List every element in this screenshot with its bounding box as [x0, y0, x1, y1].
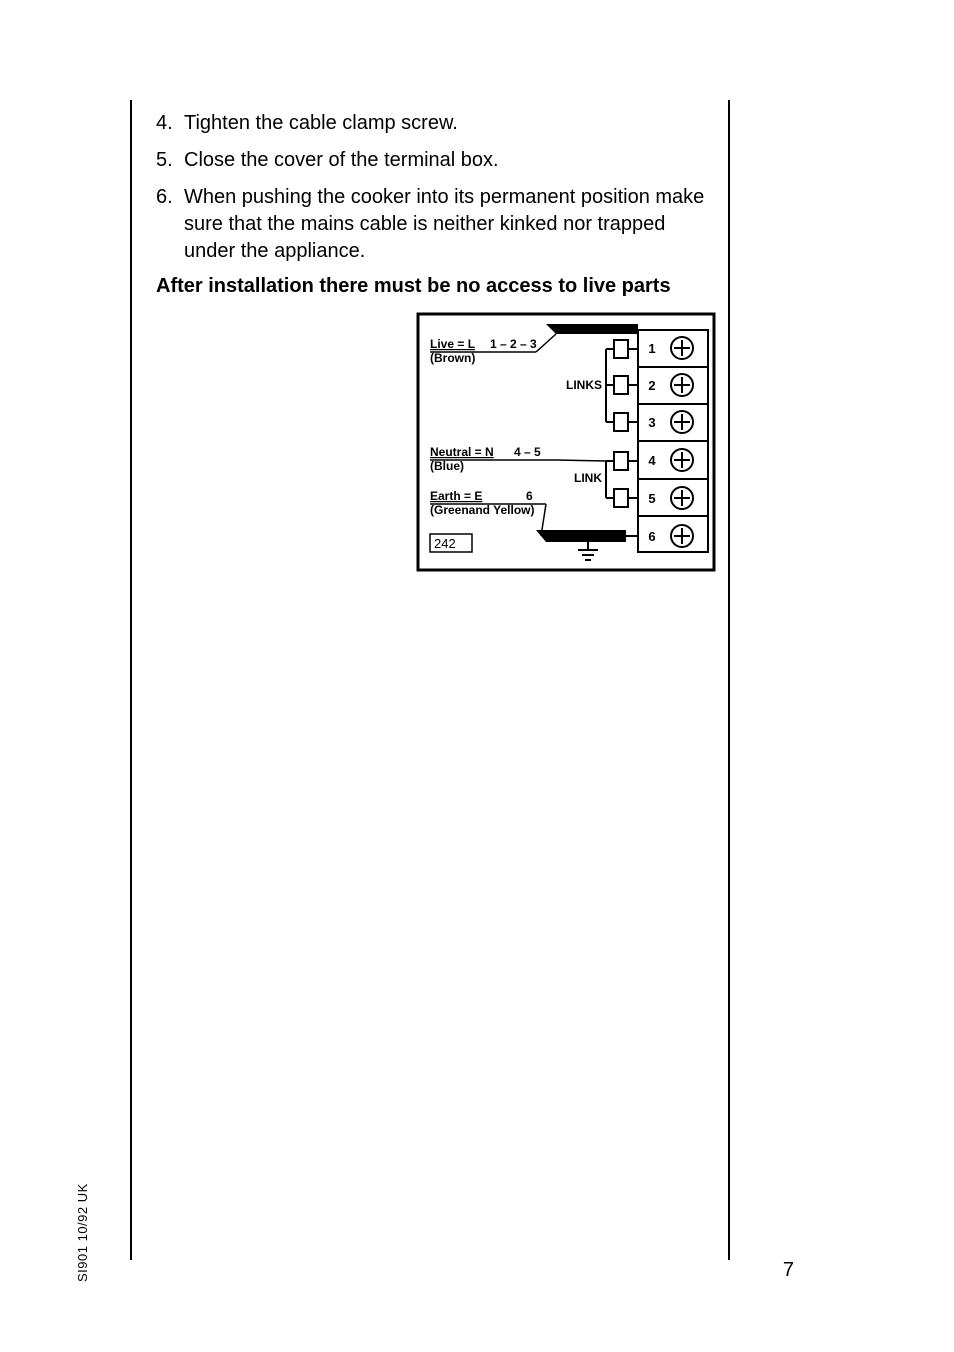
list-item: 5. Close the cover of the terminal box. [156, 147, 710, 174]
list-text: Close the cover of the terminal box. [184, 147, 710, 174]
live-label: Live = L [430, 337, 475, 351]
content-frame: 4. Tighten the cable clamp screw. 5. Clo… [130, 100, 730, 1260]
terminal-num-4: 4 [648, 453, 656, 468]
wiring-diagram-wrap: 1 2 3 4 5 [156, 312, 716, 572]
terminal-num-2: 2 [648, 378, 655, 393]
terminal-num-1: 1 [648, 341, 655, 356]
earth-label: Earth = E [430, 489, 482, 503]
neutral-pins-label: 4 – 5 [514, 445, 541, 459]
list-text: Tighten the cable clamp screw. [184, 110, 710, 137]
list-item: 6. When pushing the cooker into its perm… [156, 184, 710, 265]
earth-color-label: (Greenand Yellow) [430, 503, 534, 517]
neutral-color-label: (Blue) [430, 459, 464, 473]
terminal-num-6: 6 [648, 529, 655, 544]
earth-pin-label: 6 [526, 489, 533, 503]
page-number: 7 [783, 1259, 794, 1282]
terminal-block [638, 330, 708, 552]
link-label: LINK [574, 471, 602, 485]
page: 4. Tighten the cable clamp screw. 5. Clo… [0, 0, 954, 1352]
terminal-num-5: 5 [648, 491, 655, 506]
list-item: 4. Tighten the cable clamp screw. [156, 110, 710, 137]
list-text: When pushing the cooker into its permane… [184, 184, 710, 265]
links-label: LINKS [566, 378, 602, 392]
terminal-num-3: 3 [648, 415, 655, 430]
live-color-label: (Brown) [430, 351, 475, 365]
code-box-text: 242 [434, 536, 456, 551]
live-pins-label: 1 – 2 – 3 [490, 337, 537, 351]
warning-heading: After installation there must be no acce… [156, 275, 710, 298]
neutral-label: Neutral = N [430, 445, 494, 459]
list-number: 6. [156, 184, 184, 211]
document-code: SI901 10/92 UK [75, 1183, 90, 1282]
list-number: 5. [156, 147, 184, 174]
list-number: 4. [156, 110, 184, 137]
wiring-diagram: 1 2 3 4 5 [416, 312, 716, 572]
code-box: 242 [430, 534, 472, 552]
